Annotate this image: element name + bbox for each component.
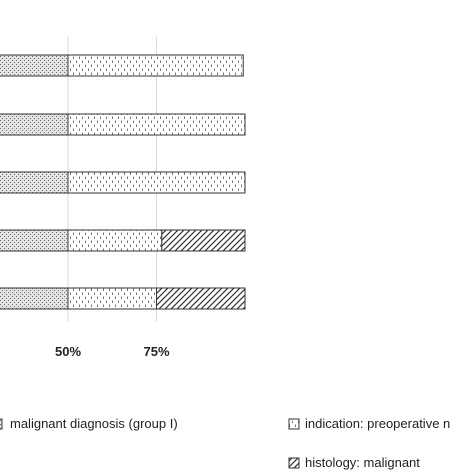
bar-row3-seg3-vdash xyxy=(67,171,246,194)
bar-row4-seg2-vdash xyxy=(67,229,163,252)
x-tick-label-50: 50% xyxy=(55,344,81,359)
bar-row5-seg2-vdash xyxy=(67,287,157,310)
legend-label-diag: histology: malignant xyxy=(305,455,420,470)
bar-row5-seg3-diag xyxy=(156,287,246,310)
bar-row5-seg1-dots xyxy=(0,287,69,310)
bar-row4-seg3-diag xyxy=(161,229,246,252)
legend-swatch-vdash xyxy=(288,418,300,430)
x-axis-ticks: 25%50%75% xyxy=(55,344,170,359)
bar-row2-seg1-dots xyxy=(0,113,69,136)
legend-label-dots: malignant diagnosis (group I) xyxy=(10,416,178,431)
bar-row3-seg2-dots xyxy=(0,171,69,194)
bar-row4-seg1-dots xyxy=(0,229,69,252)
bar-row2-seg2-vdash xyxy=(67,113,246,136)
legend: malignant diagnosis (group I) indication:… xyxy=(0,416,450,470)
legend-swatch-diag xyxy=(288,457,300,469)
bars xyxy=(0,54,246,310)
bar-row1-seg2-dots xyxy=(0,54,69,77)
bar-row1-seg3-vdash xyxy=(67,54,244,77)
legend-label-vdash: indication: preoperative n xyxy=(305,416,450,431)
legend-swatch-dots xyxy=(0,418,3,430)
x-tick-label-75: 75% xyxy=(143,344,169,359)
